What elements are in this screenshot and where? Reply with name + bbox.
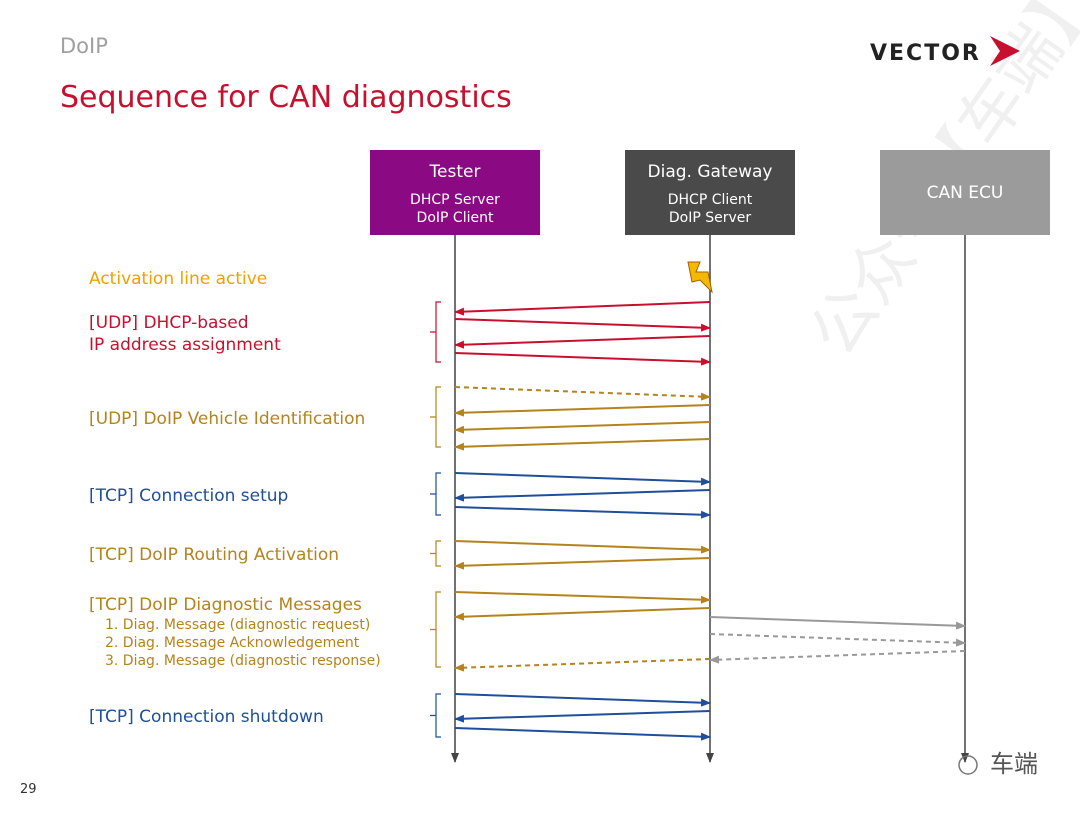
message-arrow: [709, 633, 966, 647]
participant-role: DoIP Client: [417, 210, 494, 226]
phase-label: [TCP] Connection setup: [89, 486, 288, 506]
phase-item: 2. Diag. Message Acknowledgement: [105, 635, 360, 651]
participant-box: [625, 150, 795, 235]
participant-box: [370, 150, 540, 235]
message-arrow: [454, 607, 711, 621]
message-arrow: [709, 650, 966, 664]
participant-role: DHCP Server: [410, 192, 500, 208]
message-arrow: [454, 489, 711, 502]
message-arrow: [454, 421, 711, 434]
message-arrow: [454, 352, 711, 366]
phase-label: [TCP] DoIP Diagnostic Messages: [89, 595, 362, 615]
message-arrow: [454, 591, 711, 604]
participant-box: [880, 150, 1050, 235]
logo-text: VECTOR: [870, 41, 981, 66]
message-arrow: [454, 557, 711, 570]
phase-bracket: [430, 386, 441, 448]
phase-bracket: [430, 472, 441, 516]
message-arrow: [454, 506, 711, 519]
message-arrow: [454, 710, 711, 723]
messages: [430, 301, 966, 741]
participant-labels: Tester DHCP Server DoIP Client Diag. Gat…: [410, 162, 1003, 226]
phase-bracket: [430, 591, 441, 668]
phase-item: 1. Diag. Message (diagnostic request): [105, 617, 370, 633]
message-arrow: [454, 727, 711, 741]
phase-label: IP address assignment: [89, 335, 281, 355]
message-arrow: [454, 438, 711, 451]
lightning-icon: [687, 261, 713, 294]
phase-label: [TCP] DoIP Routing Activation: [89, 545, 339, 565]
participant-role: DoIP Server: [669, 210, 752, 226]
message-arrow: [454, 301, 711, 316]
message-arrow: [454, 540, 711, 554]
phase-item: 3. Diag. Message (diagnostic response): [105, 653, 381, 669]
participant-role: DHCP Client: [668, 192, 753, 208]
logo-mark: [990, 36, 1020, 66]
phase-label: [UDP] DoIP Vehicle Identification: [89, 409, 365, 429]
message-arrow: [454, 386, 711, 401]
phase-labels: Activation line active [UDP] DHCP-based …: [89, 269, 381, 727]
watermark: 车端: [990, 750, 1038, 778]
phase-bracket: [430, 693, 441, 738]
message-arrow: [454, 335, 711, 349]
phase-label: [UDP] DHCP-based: [89, 313, 249, 333]
message-arrow: [454, 472, 711, 486]
message-arrow: [454, 404, 711, 417]
phase-bracket: [430, 301, 441, 363]
participant-name: Tester: [429, 162, 481, 182]
message-arrow: [454, 693, 711, 707]
phase-label: Activation line active: [89, 269, 267, 289]
phase-label: [TCP] Connection shutdown: [89, 707, 324, 727]
page-number: 29: [20, 782, 37, 797]
participant-name: Diag. Gateway: [648, 162, 773, 182]
slide-title: Sequence for CAN diagnostics: [60, 80, 512, 115]
message-arrow: [454, 658, 711, 672]
message-arrow: [709, 616, 966, 630]
section-label: DoIP: [60, 34, 108, 58]
phase-bracket: [430, 540, 441, 567]
watermark-icon: [958, 755, 978, 775]
participant-name: CAN ECU: [927, 183, 1004, 203]
message-arrow: [454, 318, 711, 332]
